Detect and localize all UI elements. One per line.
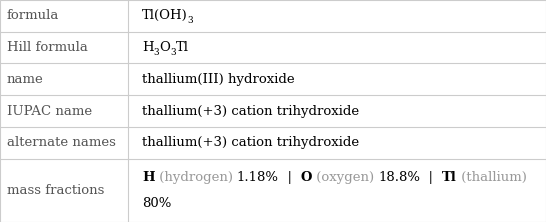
Text: H: H [142, 171, 155, 184]
Text: name: name [7, 73, 43, 86]
Text: formula: formula [7, 9, 59, 22]
Text: |: | [279, 171, 300, 184]
Text: Tl: Tl [442, 171, 456, 184]
Text: (hydrogen): (hydrogen) [155, 171, 237, 184]
Text: 3: 3 [153, 48, 159, 57]
Text: IUPAC name: IUPAC name [7, 105, 92, 118]
Text: thallium(III) hydroxide: thallium(III) hydroxide [142, 73, 295, 86]
Text: 80%: 80% [142, 196, 171, 210]
Text: 18.8%: 18.8% [378, 171, 420, 184]
Text: thallium(+3) cation trihydroxide: thallium(+3) cation trihydroxide [142, 136, 359, 149]
Text: Tl(OH): Tl(OH) [142, 9, 188, 22]
Text: thallium(+3) cation trihydroxide: thallium(+3) cation trihydroxide [142, 105, 359, 118]
Text: alternate names: alternate names [7, 136, 115, 149]
Text: |: | [420, 171, 442, 184]
Text: O: O [159, 41, 170, 54]
Text: H: H [142, 41, 153, 54]
Text: 1.18%: 1.18% [237, 171, 279, 184]
Text: 3: 3 [170, 48, 176, 57]
Text: (oxygen): (oxygen) [312, 171, 378, 184]
Text: Hill formula: Hill formula [7, 41, 87, 54]
Text: (thallium): (thallium) [456, 171, 526, 184]
Text: O: O [300, 171, 312, 184]
Text: Tl: Tl [176, 41, 189, 54]
Text: 3: 3 [188, 16, 193, 25]
Text: mass fractions: mass fractions [7, 184, 104, 197]
